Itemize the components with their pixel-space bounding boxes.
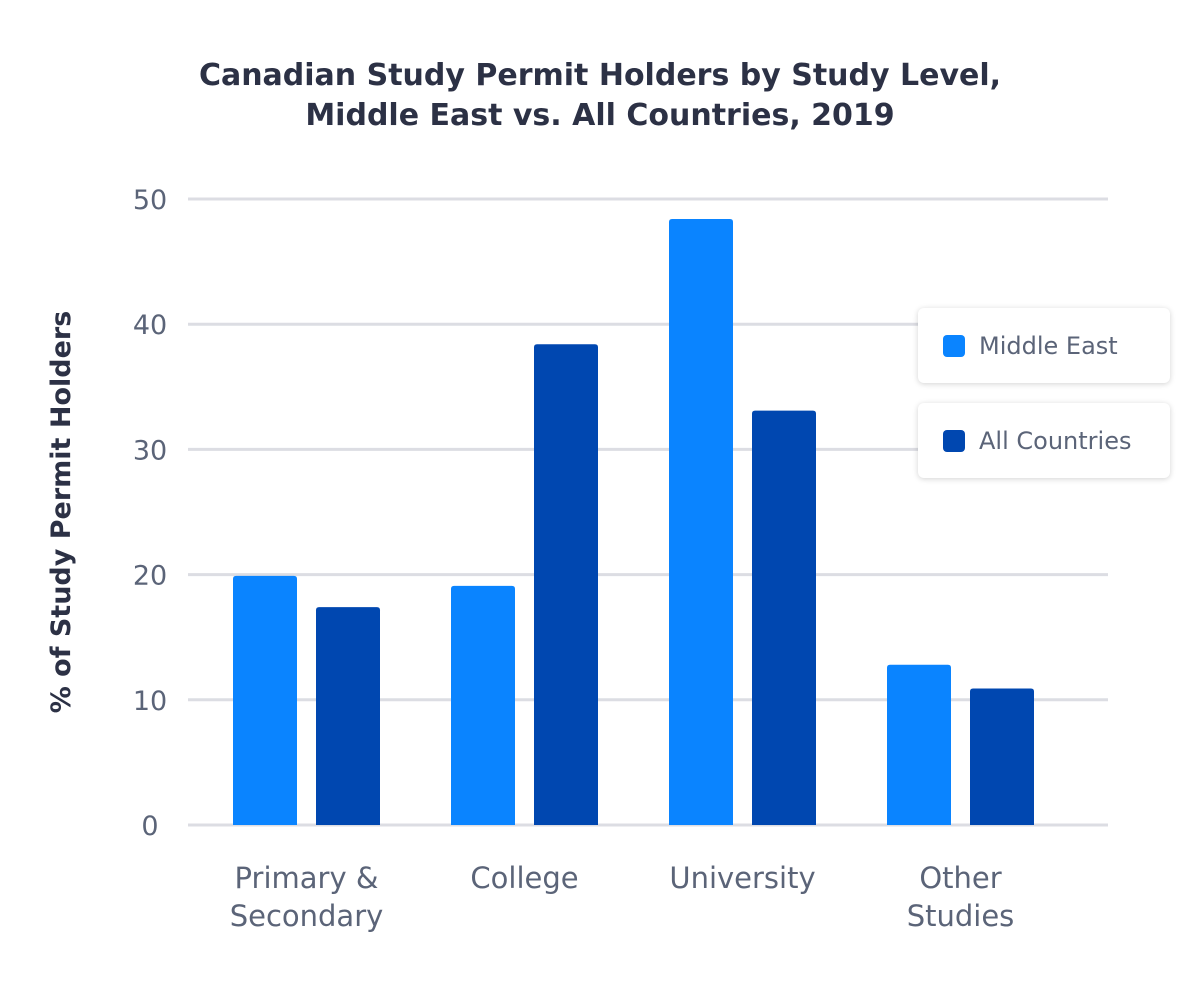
y-tick-label-10: 10	[133, 686, 167, 717]
y-tick-label-0: 0	[141, 811, 158, 842]
x-category-label-0-1: Secondary	[230, 899, 384, 933]
legend-item-middle-east: Middle East	[918, 308, 1170, 383]
bar-middle-east-1	[451, 585, 515, 825]
y-tick-label-40: 40	[133, 310, 167, 341]
x-axis-categories: Primary & Secondary College University Other…	[230, 861, 1015, 933]
bar-all-countries-1	[534, 344, 598, 825]
bar-middle-east-0	[233, 575, 297, 825]
y-tick-label-20: 20	[133, 561, 167, 592]
bar-all-countries-0	[316, 607, 380, 825]
x-category-label-3-0: Other	[919, 861, 1001, 895]
bars	[233, 219, 1034, 826]
legend-item-all-countries: All Countries	[918, 403, 1170, 478]
chart-title-line-1: Canadian Study Permit Holders by Study L…	[199, 58, 1001, 93]
x-category-label-1-0: College	[470, 861, 578, 895]
bar-middle-east-3	[887, 664, 951, 825]
legend-swatch-middle-east	[943, 334, 965, 357]
legend-swatch-all-countries	[943, 429, 965, 452]
x-category-label-0-0: Primary &	[235, 861, 379, 895]
x-category-label-3-1: Studies	[907, 899, 1015, 933]
y-tick-label-30: 30	[133, 435, 167, 466]
legend-label-middle-east: Middle East	[979, 331, 1118, 360]
bar-all-countries-2	[752, 410, 816, 825]
bar-middle-east-2	[669, 219, 733, 826]
legend-label-all-countries: All Countries	[979, 426, 1132, 455]
chart-title-line-2: Middle East vs. All Countries, 2019	[305, 98, 894, 133]
bar-all-countries-3	[970, 688, 1034, 825]
y-tick-label-50: 50	[133, 185, 167, 216]
x-category-label-2-0: University	[669, 861, 815, 895]
y-axis-ticks: 0 10 20 30 40 50	[133, 185, 167, 842]
y-axis-label: % of Study Permit Holders	[46, 311, 77, 714]
